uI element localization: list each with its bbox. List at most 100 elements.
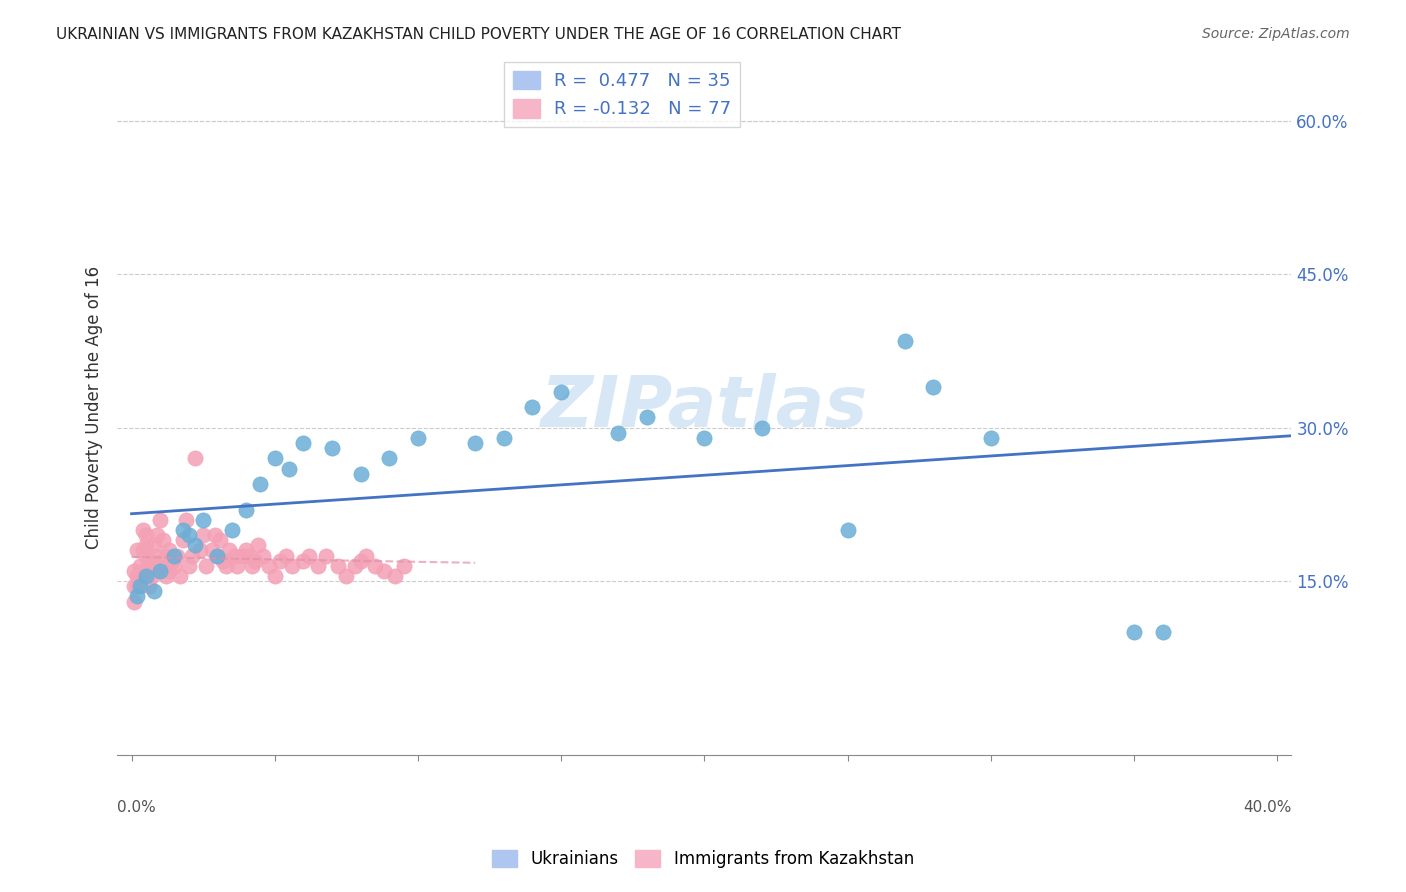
Point — [321, 441, 343, 455]
Point — [155, 569, 177, 583]
Text: UKRAINIAN VS IMMIGRANTS FROM KAZAKHSTAN CHILD POVERTY UNDER THE AGE OF 16 CORREL: UKRAINIAN VS IMMIGRANTS FROM KAZAKHSTAN … — [56, 27, 901, 42]
Point — [146, 528, 169, 542]
Point — [278, 461, 301, 475]
Point — [152, 554, 174, 568]
Point — [221, 523, 243, 537]
Point — [263, 569, 285, 583]
Point — [215, 558, 238, 573]
Point — [138, 579, 160, 593]
Point — [141, 554, 163, 568]
Point — [378, 451, 401, 466]
Point — [392, 558, 415, 573]
Point — [124, 594, 146, 608]
Point — [349, 554, 371, 568]
Point — [172, 533, 194, 548]
Point — [149, 513, 172, 527]
Point — [218, 543, 240, 558]
Point — [149, 564, 172, 578]
Point — [326, 558, 349, 573]
Point — [129, 574, 152, 588]
Point — [177, 528, 200, 542]
Point — [238, 549, 260, 563]
Point — [127, 590, 149, 604]
Point — [281, 558, 304, 573]
Point — [243, 554, 266, 568]
Point — [292, 436, 315, 450]
Point — [315, 549, 337, 563]
Point — [207, 549, 229, 563]
Text: 40.0%: 40.0% — [1243, 800, 1292, 815]
Point — [124, 579, 146, 593]
Point — [135, 549, 157, 563]
Point — [132, 564, 155, 578]
Point — [180, 549, 202, 563]
Point — [155, 549, 177, 563]
Point — [132, 543, 155, 558]
Point — [343, 558, 366, 573]
Point — [143, 584, 166, 599]
Legend: Ukrainians, Immigrants from Kazakhstan: Ukrainians, Immigrants from Kazakhstan — [485, 843, 921, 875]
Point — [163, 549, 186, 563]
Point — [143, 564, 166, 578]
Point — [607, 425, 630, 440]
Point — [693, 431, 716, 445]
Point — [373, 564, 395, 578]
Point — [157, 543, 180, 558]
Point — [550, 384, 572, 399]
Point — [135, 528, 157, 542]
Point — [751, 420, 773, 434]
Point — [141, 569, 163, 583]
Point — [1152, 625, 1174, 640]
Point — [194, 558, 217, 573]
Point — [263, 451, 285, 466]
Point — [188, 543, 211, 558]
Point — [356, 549, 378, 563]
Point — [298, 549, 321, 563]
Point — [226, 558, 249, 573]
Point — [174, 513, 197, 527]
Point — [143, 538, 166, 552]
Point — [349, 467, 371, 481]
Point — [269, 554, 291, 568]
Point — [124, 564, 146, 578]
Point — [307, 558, 329, 573]
Point — [249, 477, 271, 491]
Point — [384, 569, 406, 583]
Point — [191, 528, 214, 542]
Point — [183, 451, 205, 466]
Point — [183, 538, 205, 552]
Point — [146, 549, 169, 563]
Point — [177, 558, 200, 573]
Point — [276, 549, 298, 563]
Point — [160, 554, 183, 568]
Point — [636, 410, 658, 425]
Point — [166, 549, 188, 563]
Point — [894, 334, 917, 348]
Point — [129, 579, 152, 593]
Text: Source: ZipAtlas.com: Source: ZipAtlas.com — [1202, 27, 1350, 41]
Point — [129, 558, 152, 573]
Point — [207, 549, 229, 563]
Point — [135, 569, 157, 583]
Point — [127, 569, 149, 583]
Point — [172, 523, 194, 537]
Point — [364, 558, 387, 573]
Text: ZIPatlas: ZIPatlas — [541, 373, 868, 442]
Point — [212, 554, 235, 568]
Point — [149, 558, 172, 573]
Point — [127, 543, 149, 558]
Text: 0.0%: 0.0% — [117, 800, 156, 815]
Point — [157, 564, 180, 578]
Point — [922, 380, 945, 394]
Point — [292, 554, 315, 568]
Point — [464, 436, 486, 450]
Point — [209, 533, 232, 548]
Point — [163, 558, 186, 573]
Point — [246, 538, 269, 552]
Point — [135, 538, 157, 552]
Point — [138, 558, 160, 573]
Point — [1122, 625, 1144, 640]
Point — [201, 543, 224, 558]
Point — [257, 558, 280, 573]
Point — [127, 579, 149, 593]
